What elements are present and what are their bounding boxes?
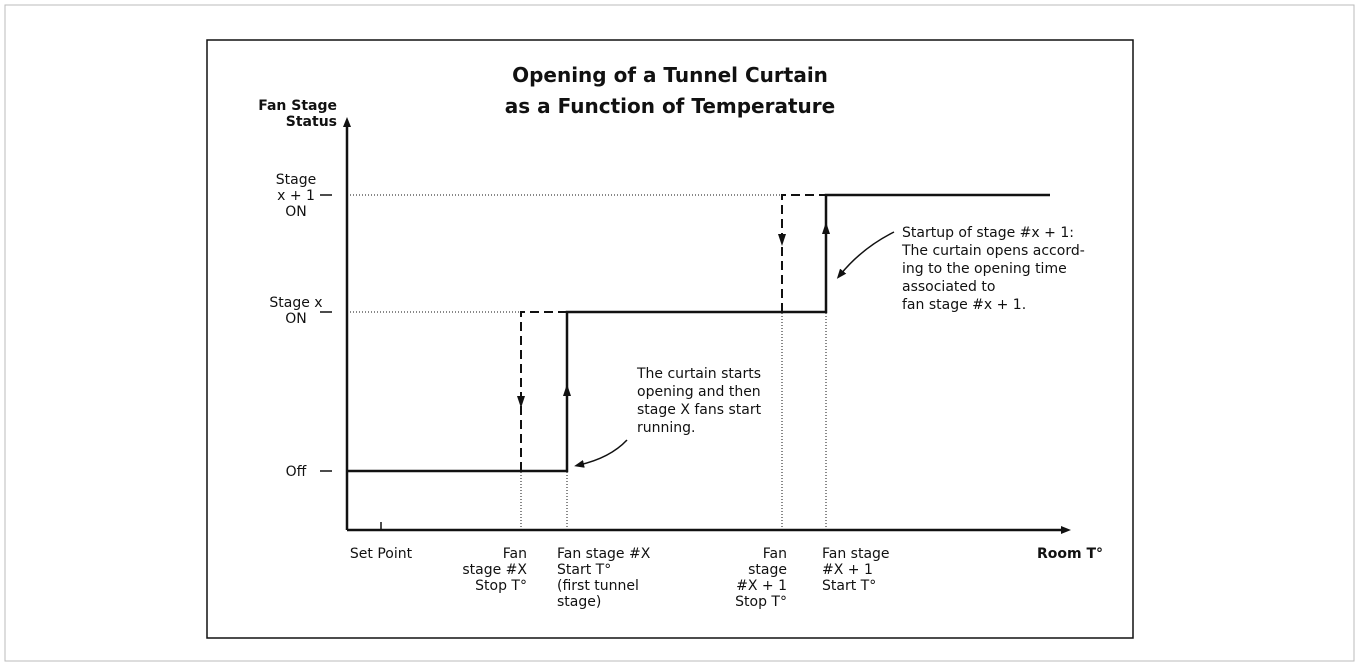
x-label: stage) <box>557 594 601 610</box>
annotation: stage X fans start <box>637 402 762 418</box>
x-label: Set Point <box>350 546 413 562</box>
y-axis-label: Status <box>286 114 337 130</box>
x-label: Fan <box>503 546 527 562</box>
y-axis-label: Fan Stage <box>258 98 337 114</box>
x-label: stage #X <box>462 562 527 578</box>
stop-path <box>520 194 826 471</box>
annotation: Startup of stage #x + 1: <box>902 225 1074 241</box>
level-label: x + 1 <box>277 188 315 204</box>
x-label: Fan <box>763 546 787 562</box>
axes <box>320 117 1071 534</box>
annotation: opening and then <box>637 384 761 400</box>
x-axis-label: Room T° <box>1037 546 1103 562</box>
inner-frame <box>206 39 1134 639</box>
x-label: Start T° <box>822 578 876 594</box>
level-label: Stage x <box>269 295 322 311</box>
start-path <box>347 193 1050 473</box>
x-label: Fan stage <box>822 546 890 562</box>
annotation: running. <box>637 420 695 436</box>
x-label: #X + 1 <box>736 578 787 594</box>
level-label: Stage <box>276 172 316 188</box>
x-label: Fan stage #X <box>557 546 651 562</box>
annotation: fan stage #x + 1. <box>902 297 1026 313</box>
annotation: ing to the opening time <box>902 261 1067 277</box>
annotation: The curtain opens accord- <box>901 243 1085 259</box>
callout-arrows <box>574 231 895 468</box>
x-label: #X + 1 <box>822 562 873 578</box>
title: as a Function of Temperature <box>505 94 835 118</box>
outer-frame <box>4 4 1355 662</box>
x-label: (first tunnel <box>557 578 639 594</box>
level-label: ON <box>285 311 307 327</box>
level-label: Off <box>286 464 307 480</box>
level-label: ON <box>285 204 307 220</box>
annotation: The curtain starts <box>636 366 761 382</box>
title: Opening of a Tunnel Curtain <box>512 63 828 87</box>
guides <box>347 194 827 530</box>
x-label: Stop T° <box>735 594 787 610</box>
x-label: Stop T° <box>475 578 527 594</box>
annotation: associated to <box>902 279 995 295</box>
x-label: stage <box>748 562 787 578</box>
direction-arrows <box>517 222 830 408</box>
x-label: Start T° <box>557 562 611 578</box>
